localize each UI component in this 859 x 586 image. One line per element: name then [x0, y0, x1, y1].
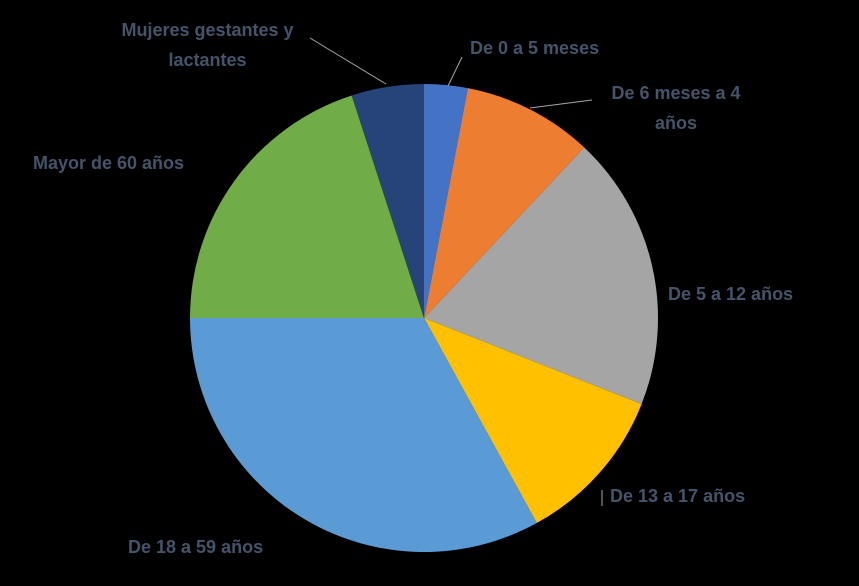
slice-label: De 5 a 12 años: [668, 284, 794, 304]
pie-slice: [424, 84, 468, 318]
slice-label: De 18 a 59 años: [128, 537, 264, 557]
pie-slice: [424, 147, 659, 405]
leader-line: [529, 99, 593, 109]
pie-slice: [351, 84, 424, 318]
slice-label: Mayor de 60 años: [33, 153, 185, 173]
slice-label: De 13 a 17 años: [610, 486, 746, 506]
leader-line: [447, 56, 463, 87]
pie-slice: [424, 318, 642, 524]
slice-label: Mujeres gestantes y lactantes: [121, 20, 294, 70]
slice-label: De 6 meses a 4 años: [611, 83, 741, 133]
pie-slice: [190, 95, 424, 318]
slice-label: De 0 a 5 meses: [470, 38, 600, 58]
leader-line: [309, 37, 387, 85]
pie-slice: [189, 318, 537, 553]
pie-slice: [424, 88, 585, 319]
